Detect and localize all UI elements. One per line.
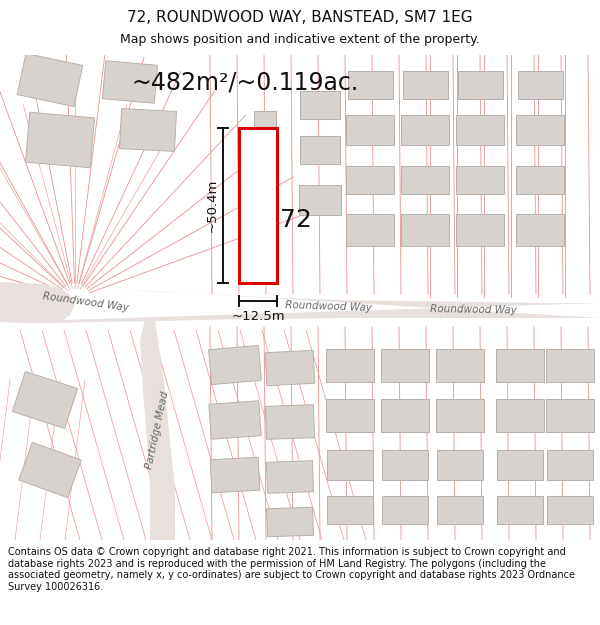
Polygon shape: [346, 115, 394, 145]
Text: ~12.5m: ~12.5m: [231, 309, 285, 322]
Bar: [239, 127, 277, 282]
Polygon shape: [382, 450, 428, 480]
Polygon shape: [327, 496, 373, 524]
Polygon shape: [497, 496, 543, 524]
Polygon shape: [347, 71, 392, 99]
Polygon shape: [25, 112, 95, 168]
Polygon shape: [346, 214, 394, 246]
Polygon shape: [266, 508, 313, 537]
Text: Roundwood Way: Roundwood Way: [42, 291, 129, 313]
Polygon shape: [266, 461, 314, 493]
Polygon shape: [327, 450, 373, 480]
Polygon shape: [436, 399, 484, 431]
Polygon shape: [547, 450, 593, 480]
Polygon shape: [210, 458, 260, 492]
Polygon shape: [382, 496, 428, 524]
Polygon shape: [456, 166, 504, 194]
Polygon shape: [401, 166, 449, 194]
Polygon shape: [496, 399, 544, 431]
Polygon shape: [19, 442, 81, 498]
Text: 72, ROUNDWOOD WAY, BANSTEAD, SM7 1EG: 72, ROUNDWOOD WAY, BANSTEAD, SM7 1EG: [127, 9, 473, 24]
Polygon shape: [381, 349, 429, 381]
Polygon shape: [456, 115, 504, 145]
Polygon shape: [546, 349, 594, 381]
Polygon shape: [326, 399, 374, 431]
Polygon shape: [496, 349, 544, 381]
Polygon shape: [381, 399, 429, 431]
Polygon shape: [456, 214, 504, 246]
Polygon shape: [209, 346, 262, 384]
Polygon shape: [401, 214, 449, 246]
Polygon shape: [265, 404, 314, 439]
Polygon shape: [546, 399, 594, 431]
Text: Partridge Mead: Partridge Mead: [144, 390, 170, 470]
Polygon shape: [265, 350, 315, 386]
Polygon shape: [436, 349, 484, 381]
Polygon shape: [458, 71, 503, 99]
Text: Contains OS data © Crown copyright and database right 2021. This information is : Contains OS data © Crown copyright and d…: [8, 547, 575, 592]
Polygon shape: [0, 282, 75, 323]
Polygon shape: [437, 450, 483, 480]
Polygon shape: [17, 53, 83, 107]
Polygon shape: [547, 496, 593, 524]
Polygon shape: [209, 401, 261, 439]
Text: 72: 72: [280, 208, 312, 232]
Polygon shape: [13, 371, 77, 429]
Polygon shape: [497, 450, 543, 480]
Polygon shape: [437, 496, 483, 524]
Polygon shape: [326, 349, 374, 381]
Polygon shape: [517, 71, 563, 99]
Polygon shape: [299, 185, 341, 215]
Polygon shape: [300, 136, 340, 164]
Polygon shape: [516, 214, 564, 246]
Polygon shape: [300, 91, 340, 119]
Text: Roundwood Way: Roundwood Way: [430, 304, 517, 316]
Polygon shape: [254, 111, 276, 129]
Polygon shape: [103, 61, 158, 103]
Polygon shape: [119, 109, 176, 151]
Polygon shape: [516, 166, 564, 194]
Polygon shape: [516, 115, 564, 145]
Polygon shape: [346, 166, 394, 194]
Text: Map shows position and indicative extent of the property.: Map shows position and indicative extent…: [120, 32, 480, 46]
Polygon shape: [403, 71, 448, 99]
Text: ~50.4m: ~50.4m: [206, 178, 219, 232]
Text: ~482m²/~0.119ac.: ~482m²/~0.119ac.: [131, 70, 359, 94]
Text: Roundwood Way: Roundwood Way: [285, 301, 372, 314]
Polygon shape: [401, 115, 449, 145]
Polygon shape: [140, 320, 175, 540]
Polygon shape: [0, 282, 600, 323]
